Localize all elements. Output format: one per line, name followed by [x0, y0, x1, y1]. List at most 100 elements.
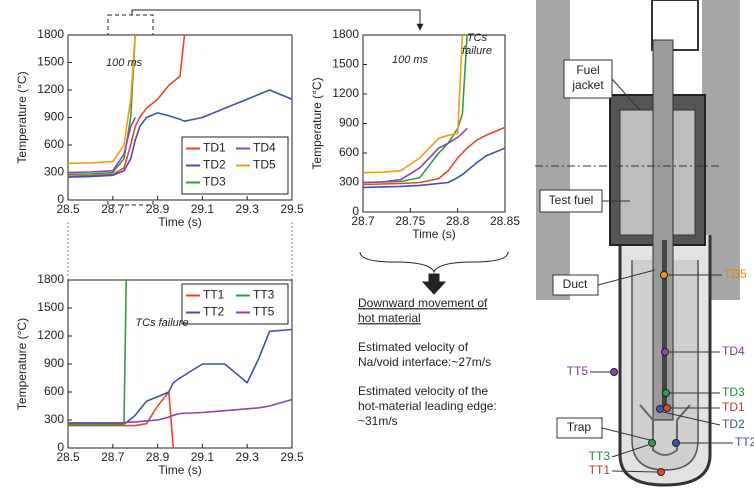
- down-arrow: [421, 273, 447, 295]
- legend: [181, 283, 289, 325]
- x-tick-label: 29.3: [236, 202, 260, 216]
- y-tick-label: 0: [352, 204, 359, 218]
- sensor-label: TT2: [735, 435, 754, 449]
- leader: [611, 444, 649, 458]
- x-axis-label: Time (s): [158, 215, 202, 229]
- sensor: [660, 271, 668, 279]
- sensor: [661, 348, 669, 356]
- y-tick-label: 900: [44, 110, 64, 124]
- series-line: [68, 328, 293, 425]
- y-tick-label: 1500: [37, 300, 64, 314]
- series-line: [67, 34, 136, 176]
- sensor-label: TD4: [722, 344, 745, 358]
- leader: [601, 427, 651, 441]
- annotation: TCs failure: [135, 317, 188, 329]
- label: Trap: [567, 420, 592, 434]
- y-tick-label: 1200: [332, 86, 359, 100]
- zoom-arrow: [131, 9, 424, 31]
- y-tick-label: 1200: [37, 328, 64, 342]
- series-line: [68, 398, 293, 424]
- y-tick-label: 300: [339, 175, 359, 189]
- annotation: TCs: [467, 32, 488, 44]
- legend-label: TD1: [203, 141, 226, 155]
- note-text: Na/void interface:~27m/s: [358, 355, 491, 369]
- y-tick-label: 600: [339, 145, 359, 159]
- y-tick-label: 1500: [37, 55, 64, 69]
- x-tick-label: 28.7: [101, 202, 125, 216]
- series-line: [362, 126, 506, 186]
- y-tick-label: 1500: [332, 57, 359, 71]
- chart: 0 300 600 900 1200 1500 1800 28.5 28.7 28.9 29.1 29…: [15, 27, 304, 229]
- y-tick-label: 0: [57, 440, 64, 454]
- legend-label: TD3: [203, 175, 226, 189]
- sensor-label: TD3: [722, 385, 745, 399]
- annotation: 100 ms: [106, 57, 143, 69]
- sensor-label: TT1: [589, 463, 611, 477]
- note-text: ~31m/s: [358, 414, 398, 428]
- leader: [662, 411, 721, 426]
- sensor: [662, 389, 670, 397]
- label: Fuel: [576, 63, 599, 77]
- x-tick-label: 28.7: [101, 450, 125, 464]
- sensor-label: TT5: [567, 364, 589, 378]
- y-axis-label: Temperature (°C): [15, 318, 29, 410]
- sensor: [648, 439, 656, 447]
- leader: [611, 470, 658, 473]
- sensor: [657, 468, 665, 476]
- y-tick-label: 900: [339, 116, 359, 130]
- chart: 0 300 600 900 1200 1500 1800 28.5 28.7 28.9 29.1 29…: [15, 272, 304, 477]
- series-line: [67, 117, 136, 174]
- series-line: [68, 279, 127, 426]
- y-tick-label: 300: [44, 165, 64, 179]
- y-tick-label: 1800: [332, 27, 359, 41]
- series-line: [68, 391, 175, 449]
- leader: [611, 78, 641, 111]
- legend-label: TD2: [203, 158, 226, 172]
- note-text: hot-material leading edge:: [358, 399, 497, 413]
- x-tick-label: 28.7: [351, 214, 375, 228]
- x-tick-label: 28.9: [146, 202, 170, 216]
- series-line: [362, 34, 464, 174]
- y-tick-label: 1800: [37, 272, 64, 286]
- y-tick-label: 900: [44, 356, 64, 370]
- y-axis-label: Temperature (°C): [310, 77, 324, 169]
- annotation: failure: [462, 45, 492, 57]
- series-line: [67, 34, 186, 177]
- legend-label: TD5: [253, 158, 276, 172]
- series-line: [67, 89, 293, 178]
- x-tick-label: 28.8: [446, 214, 470, 228]
- annotation: 100 ms: [392, 54, 429, 66]
- chart: 0 300 600 900 1200 1500 1800 28.7 28.75 28.8 28.85…: [310, 27, 520, 241]
- note-heading: Downward movement of: [358, 296, 488, 310]
- x-tick-label: 28.9: [146, 450, 170, 464]
- x-tick-label: 29.5: [280, 450, 304, 464]
- wall: [536, 0, 570, 300]
- sensor-label: TT3: [589, 449, 611, 463]
- x-tick-label: 29.1: [191, 202, 215, 216]
- x-tick-label: 29.3: [236, 450, 260, 464]
- y-tick-label: 1800: [37, 27, 64, 41]
- x-tick-label: 28.5: [56, 202, 80, 216]
- leader: [597, 269, 656, 286]
- x-axis-label: Time (s): [412, 227, 456, 241]
- sensor: [656, 405, 664, 413]
- plot-area: [362, 34, 506, 213]
- x-tick-label: 29.5: [280, 202, 304, 216]
- brace: [359, 251, 509, 274]
- sensor: [672, 439, 680, 447]
- label: jacket: [571, 78, 604, 92]
- y-axis-label: Temperature (°C): [15, 71, 29, 163]
- legend-label: TT5: [253, 305, 275, 319]
- y-tick-label: 0: [57, 192, 64, 206]
- y-tick-label: 600: [44, 137, 64, 151]
- sensor-rod: [662, 240, 667, 410]
- legend-label: TT2: [203, 305, 225, 319]
- diagram: Fuel jacket Test fuel Duct Trap TD5 TD4 …: [535, 0, 754, 487]
- notes: Downward movement of hot material Estima…: [358, 296, 497, 428]
- series-line: [362, 127, 468, 184]
- series-line: [67, 34, 136, 165]
- legend-label: TD4: [253, 141, 276, 155]
- label: Duct: [563, 277, 588, 291]
